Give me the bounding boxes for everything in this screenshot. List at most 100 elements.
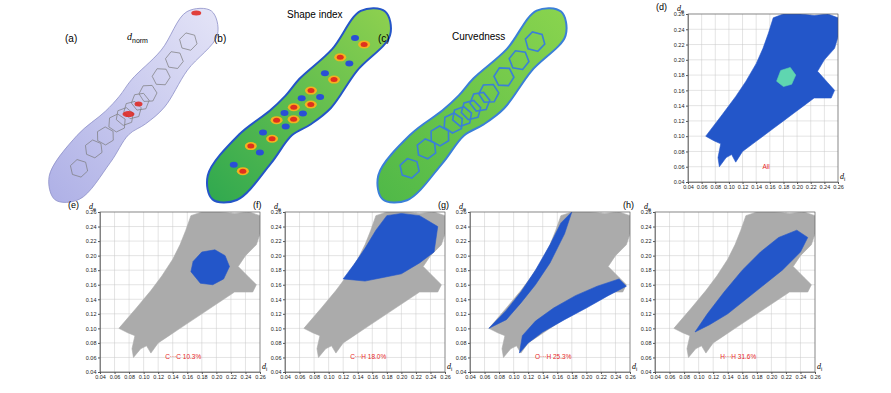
plot-background bbox=[470, 212, 630, 372]
plot-background bbox=[285, 212, 445, 372]
annotation: H···H 31.6% bbox=[720, 353, 756, 360]
y-tick: 0.12 bbox=[456, 311, 470, 317]
x-tick: 0.16 bbox=[737, 372, 748, 380]
y-tick-mark bbox=[283, 314, 285, 315]
molecular-surface bbox=[207, 8, 391, 202]
shape-spot-blue bbox=[282, 124, 290, 130]
y-axis-line bbox=[653, 213, 656, 373]
contact-spot bbox=[191, 11, 201, 16]
y-tick: 0.20 bbox=[86, 253, 100, 259]
x-tick: 0.14 bbox=[723, 372, 734, 380]
shape-spot-blue bbox=[256, 149, 264, 155]
y-tick: 0.14 bbox=[271, 297, 285, 303]
y-tick-label: 0.22 bbox=[86, 238, 97, 244]
ring bbox=[139, 85, 157, 101]
x-tick-label: 0.12 bbox=[738, 184, 749, 190]
y-tick-label: 0.24 bbox=[641, 224, 652, 230]
y-tick: 0.20 bbox=[641, 253, 655, 259]
grid bbox=[285, 212, 445, 372]
x-tick-label: 0.18 bbox=[197, 374, 208, 380]
shape-spot-blue bbox=[298, 95, 306, 101]
x-tick-label: 0.06 bbox=[480, 374, 491, 380]
y-axis-title: de bbox=[459, 202, 466, 212]
x-tick: 0.12 bbox=[738, 182, 749, 190]
y-tick: 0.06 bbox=[641, 355, 655, 361]
y-tick-label: 0.12 bbox=[271, 311, 282, 317]
fingerprint-region bbox=[695, 230, 808, 332]
y-tick-mark bbox=[653, 328, 655, 329]
plot-frame bbox=[655, 212, 815, 372]
x-tick: 0.10 bbox=[509, 372, 520, 380]
annotation: C···C 10.3% bbox=[165, 353, 201, 360]
y-tick-label: 0.12 bbox=[674, 118, 685, 124]
x-tick-label: 0.20 bbox=[767, 374, 778, 380]
y-tick-label: 0.10 bbox=[456, 326, 467, 332]
y-tick: 0.18 bbox=[641, 267, 655, 273]
y-tick: 0.24 bbox=[86, 224, 100, 230]
x-tick: 0.08 bbox=[124, 372, 135, 380]
y-tick-label: 0.08 bbox=[456, 340, 467, 346]
ring bbox=[85, 140, 102, 158]
shape-spot-halo bbox=[271, 116, 283, 124]
shape-spot-halo bbox=[237, 167, 249, 175]
shape-spot-red bbox=[273, 118, 280, 123]
y-tick: 0.10 bbox=[674, 133, 688, 139]
y-tick-label: 0.18 bbox=[86, 267, 97, 273]
x-tick: 0.24 bbox=[611, 372, 622, 380]
y-axis: 0.040.060.080.100.120.140.160.180.200.22… bbox=[641, 209, 656, 375]
x-axis: 0.040.060.080.100.120.140.160.180.200.22… bbox=[465, 372, 636, 380]
y-tick-label: 0.10 bbox=[86, 326, 97, 332]
y-tick-mark bbox=[468, 227, 470, 228]
y-tick: 0.04 bbox=[641, 369, 655, 375]
x-tick-label: 0.24 bbox=[426, 374, 437, 380]
ring bbox=[152, 69, 170, 85]
x-tick-label: 0.06 bbox=[110, 374, 121, 380]
y-tick-label: 0.16 bbox=[674, 88, 685, 94]
y-tick: 0.22 bbox=[674, 42, 688, 48]
x-tick: 0.14 bbox=[353, 372, 364, 380]
x-tick-label: 0.04 bbox=[650, 374, 661, 380]
plot-frame bbox=[100, 212, 260, 372]
x-tick-label: 0.26 bbox=[440, 374, 451, 380]
grid-line-x bbox=[299, 212, 300, 372]
panel-title: Curvedness bbox=[452, 31, 505, 42]
x-axis-title: di bbox=[632, 362, 637, 372]
shape-spot-halo bbox=[245, 142, 257, 150]
surface-panel: (c)Curvedness bbox=[377, 8, 566, 202]
y-tick: 0.12 bbox=[271, 311, 285, 317]
y-axis-title-sub: e bbox=[648, 206, 651, 212]
y-tick-mark bbox=[98, 299, 100, 300]
y-tick: 0.04 bbox=[86, 369, 100, 375]
y-tick: 0.18 bbox=[271, 267, 285, 273]
shape-spot-red bbox=[290, 117, 297, 122]
curvedness-edge bbox=[479, 85, 499, 103]
x-tick: 0.22 bbox=[226, 372, 237, 380]
shape-spot-halo bbox=[288, 115, 300, 123]
panel-title-sub: norm bbox=[132, 37, 148, 44]
grid-line-x bbox=[314, 212, 315, 372]
y-tick-label: 0.10 bbox=[674, 133, 685, 139]
grid bbox=[470, 212, 630, 372]
y-tick-label: 0.24 bbox=[456, 224, 467, 230]
grid-line-x bbox=[484, 212, 485, 372]
x-tick-label: 0.22 bbox=[806, 184, 817, 190]
y-tick-label: 0.22 bbox=[641, 238, 652, 244]
plot-frame bbox=[470, 212, 630, 372]
x-tick-label: 0.24 bbox=[611, 374, 622, 380]
y-tick-mark bbox=[283, 212, 285, 213]
curvedness-edge bbox=[525, 32, 544, 51]
x-tick: 0.20 bbox=[397, 372, 408, 380]
y-tick-label: 0.24 bbox=[271, 224, 282, 230]
panel-title: dnorm bbox=[127, 31, 148, 44]
x-tick: 0.14 bbox=[538, 372, 549, 380]
shape-spot-red bbox=[239, 169, 246, 174]
x-tick-label: 0.16 bbox=[765, 184, 776, 190]
y-tick-label: 0.18 bbox=[674, 72, 685, 78]
y-tick-mark bbox=[468, 299, 470, 300]
y-tick: 0.12 bbox=[641, 311, 655, 317]
y-tick-label: 0.14 bbox=[86, 297, 97, 303]
y-tick-label: 0.24 bbox=[86, 224, 97, 230]
shape-spot-red bbox=[337, 55, 344, 60]
x-tick-label: 0.16 bbox=[552, 374, 563, 380]
y-tick-mark bbox=[468, 328, 470, 329]
